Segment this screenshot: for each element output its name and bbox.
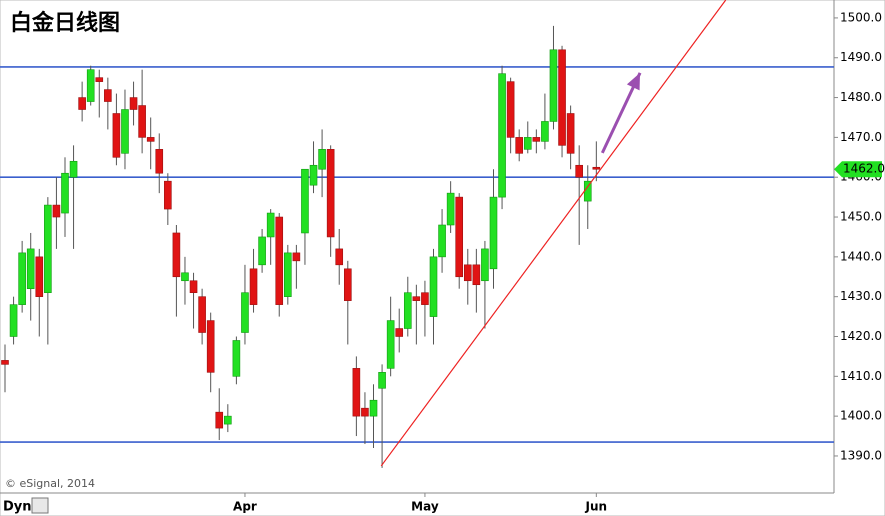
candle-body — [446, 192, 455, 226]
candle-body — [369, 399, 378, 417]
y-tick-label: 1430.0 — [840, 289, 882, 303]
candle-body — [249, 268, 258, 305]
y-tick-label: 1420.0 — [840, 329, 882, 343]
candle-body — [421, 292, 429, 305]
settings-icon[interactable] — [31, 497, 49, 514]
candle-body — [172, 232, 181, 278]
candle-body — [95, 77, 104, 82]
candle-body — [318, 149, 326, 170]
x-tick-label: May — [411, 500, 439, 514]
candle-body — [472, 264, 481, 286]
candle-body — [52, 204, 61, 218]
y-tick-label: 1470.0 — [840, 130, 882, 144]
candle-body — [361, 407, 369, 417]
candle-body — [35, 256, 44, 297]
candle-body — [104, 89, 112, 102]
y-tick-label: 1400.0 — [840, 409, 882, 423]
candle-body — [463, 264, 472, 282]
candle-body — [549, 49, 558, 122]
corner-label: Dyn — [3, 500, 32, 515]
y-tick-label: 1490.0 — [840, 50, 882, 64]
candle-body — [44, 204, 52, 293]
candle-body — [343, 268, 352, 301]
x-tick-label: Jun — [585, 500, 608, 514]
candle-body — [558, 49, 566, 146]
plot-area — [0, 0, 834, 468]
candle-body — [292, 252, 301, 262]
candle-body — [301, 168, 309, 234]
candle-body — [189, 280, 198, 293]
candle-body — [498, 73, 506, 198]
candle-body — [532, 137, 541, 142]
y-tick-label: 1410.0 — [840, 369, 882, 383]
candle-body — [515, 137, 524, 154]
last-price-tag — [834, 161, 882, 178]
y-tick-label: 1500.0 — [840, 10, 882, 24]
candle-body — [506, 81, 515, 138]
candle-body — [326, 149, 335, 238]
candle-body — [566, 113, 575, 154]
candle-body — [121, 109, 129, 154]
candle-body — [455, 196, 464, 278]
candle-body — [155, 149, 164, 174]
candle-body — [489, 196, 498, 270]
candle-body — [335, 248, 344, 266]
candle-body — [198, 296, 206, 333]
candle-body — [18, 252, 26, 305]
candle-body — [523, 137, 532, 150]
candle-body — [352, 368, 361, 417]
last-price-label: 1462.0 — [843, 162, 885, 176]
y-tick-label: 1390.0 — [840, 448, 882, 462]
chart-title: 白金日线图 — [10, 10, 120, 36]
candle-body — [258, 236, 266, 266]
candle-body — [78, 97, 86, 110]
candle-body — [438, 224, 446, 258]
candle-body — [206, 320, 215, 373]
candle-body — [69, 160, 78, 178]
candle-body — [284, 252, 292, 297]
candle-body — [266, 212, 275, 238]
candle-body — [541, 121, 549, 142]
candle-body — [26, 248, 35, 290]
candle-body — [164, 180, 172, 210]
candle-body — [386, 320, 395, 369]
candle-body — [575, 164, 583, 178]
candle-body — [395, 328, 404, 337]
candle-body — [403, 292, 412, 329]
candle-body — [378, 372, 386, 389]
arrow-head — [626, 72, 641, 91]
candle-body — [241, 292, 249, 333]
candle-body — [112, 113, 121, 158]
candle-body — [61, 172, 69, 214]
x-tick-label: Apr — [233, 500, 257, 514]
candle-body — [129, 97, 138, 110]
watermark: © eSignal, 2014 — [5, 477, 95, 490]
candle-body — [224, 415, 232, 425]
candle-body — [1, 360, 9, 365]
candle-body — [232, 340, 241, 377]
candle-body — [309, 164, 318, 186]
candle-body — [429, 256, 438, 317]
candle-body — [215, 411, 224, 429]
candle-body — [86, 69, 95, 102]
candle-body — [138, 105, 146, 138]
candle-body — [181, 272, 189, 282]
y-tick-label: 1480.0 — [840, 90, 882, 104]
y-tick-label: 1450.0 — [840, 210, 882, 224]
candle-body — [146, 137, 155, 142]
candle-body — [9, 304, 18, 337]
y-tick-label: 1440.0 — [840, 249, 882, 263]
trend-line — [380, 0, 727, 467]
candle-body — [275, 216, 284, 305]
candle-body — [481, 248, 489, 282]
candle-body — [412, 296, 421, 301]
candle-body — [592, 166, 601, 170]
